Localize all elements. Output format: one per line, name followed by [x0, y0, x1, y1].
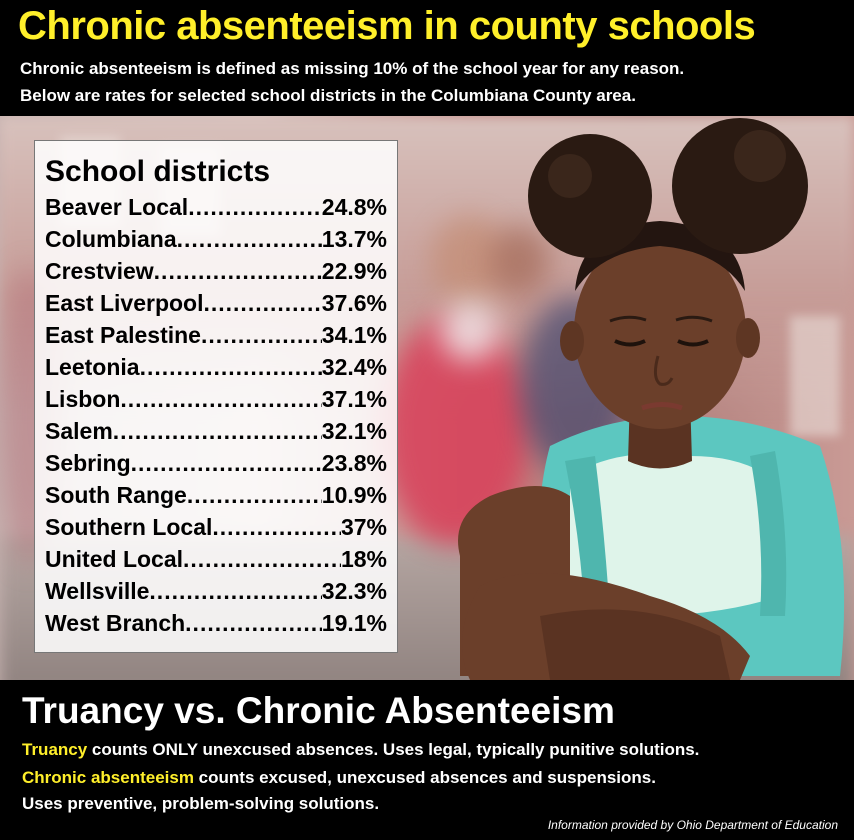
- district-name: East Liverpool: [45, 290, 204, 316]
- table-row: United Local ...........................…: [45, 546, 387, 576]
- table-row: Columbiana .............................…: [45, 226, 387, 256]
- table-row: Lisbon..................................…: [45, 386, 387, 416]
- district-rate: 37.6%: [321, 290, 387, 316]
- school-districts-table: School districts Beaver Local...........…: [34, 140, 398, 653]
- district-rate: 24.8%: [321, 194, 387, 220]
- district-name: South Range: [45, 482, 187, 508]
- table-row: Sebring.................................…: [45, 450, 387, 480]
- district-rate: 37%: [340, 514, 387, 540]
- district-rate: 23.8%: [321, 450, 387, 476]
- chronic-term: Chronic absenteeism: [22, 768, 194, 787]
- table-row: Salem...................................…: [45, 418, 387, 448]
- district-name: Sebring: [45, 450, 131, 476]
- district-name: Leetonia: [45, 354, 140, 380]
- leader-dots: ........................................…: [120, 386, 322, 412]
- district-rate: 34.1%: [321, 322, 387, 348]
- district-name: Columbiana: [45, 226, 177, 252]
- table-row: Crestview ..............................…: [45, 258, 387, 288]
- section-title: Truancy vs. Chronic Absenteeism: [22, 690, 615, 731]
- district-rate: 32.4%: [321, 354, 387, 380]
- source-credit: Information provided by Ohio Department …: [547, 818, 838, 832]
- district-rate: 13.7%: [321, 226, 387, 252]
- blurred-window: [790, 316, 840, 436]
- table-row: West Branch.............................…: [45, 610, 387, 640]
- leader-dots: ........................................…: [188, 194, 322, 220]
- district-rate: 22.9%: [321, 258, 387, 284]
- header-banner: Chronic absenteeism in county schools Ch…: [0, 0, 854, 116]
- district-name: Salem: [45, 418, 113, 444]
- leader-dots: ........................................…: [139, 354, 322, 380]
- truancy-text: counts ONLY unexcused absences. Uses leg…: [87, 740, 700, 759]
- table-row: Beaver Local............................…: [45, 194, 387, 224]
- table-row: East Liverpool..........................…: [45, 290, 387, 320]
- district-rate: 32.3%: [321, 578, 387, 604]
- leader-dots: ........................................…: [130, 450, 322, 476]
- table-title: School districts: [45, 155, 271, 188]
- leader-dots: ........................................…: [203, 290, 322, 316]
- leader-dots: ........................................…: [149, 578, 321, 604]
- table-row: South Range.............................…: [45, 482, 387, 512]
- district-name: United Local: [45, 546, 184, 572]
- footer-panel: [0, 680, 854, 840]
- leader-dots: ........................................…: [186, 482, 322, 508]
- girl-illustration: [458, 118, 845, 680]
- subtitle-line-2: Below are rates for selected school dist…: [20, 86, 636, 105]
- district-name: Beaver Local: [45, 194, 189, 220]
- leader-dots: ........................................…: [112, 418, 322, 444]
- leader-dots: ........................................…: [153, 258, 322, 284]
- district-name: Wellsville: [45, 578, 150, 604]
- chronic-definition: Chronic absenteeism counts excused, unex…: [22, 768, 656, 788]
- district-rate: 37.1%: [321, 386, 387, 412]
- blurred-phone: [440, 301, 500, 361]
- district-name: East Palestine: [45, 322, 201, 348]
- district-rate: 10.9%: [321, 482, 387, 508]
- district-name: Lisbon: [45, 386, 121, 412]
- truancy-definition: Truancy counts ONLY unexcused absences. …: [22, 740, 699, 760]
- leader-dots: ........................................…: [185, 610, 322, 636]
- chronic-definition-line-2: Uses preventive, problem-solving solutio…: [22, 794, 380, 813]
- leader-dots: ........................................…: [200, 322, 322, 348]
- district-rate: 32.1%: [321, 418, 387, 444]
- truancy-term: Truancy: [22, 740, 88, 759]
- table-row: Wellsville .............................…: [45, 578, 387, 608]
- district-rate: 18%: [340, 546, 387, 572]
- table-row: Leetonia ...............................…: [45, 354, 387, 384]
- district-name: Crestview: [45, 258, 154, 284]
- blurred-student-head: [490, 226, 550, 296]
- table-row: Southern Local .........................…: [45, 514, 387, 544]
- page-title: Chronic absenteeism in county schools: [18, 4, 756, 48]
- district-name: West Branch: [45, 610, 186, 636]
- chronic-text: counts excused, unexcused absences and s…: [193, 768, 656, 787]
- leader-dots: ........................................…: [176, 226, 322, 252]
- leader-dots: ........................................…: [183, 546, 341, 572]
- district-rate: 19.1%: [321, 610, 387, 636]
- subtitle-line-1: Chronic absenteeism is defined as missin…: [20, 59, 685, 78]
- leader-dots: ........................................…: [212, 514, 341, 540]
- district-name: Southern Local: [45, 514, 213, 540]
- table-row: East Palestine .........................…: [45, 322, 387, 352]
